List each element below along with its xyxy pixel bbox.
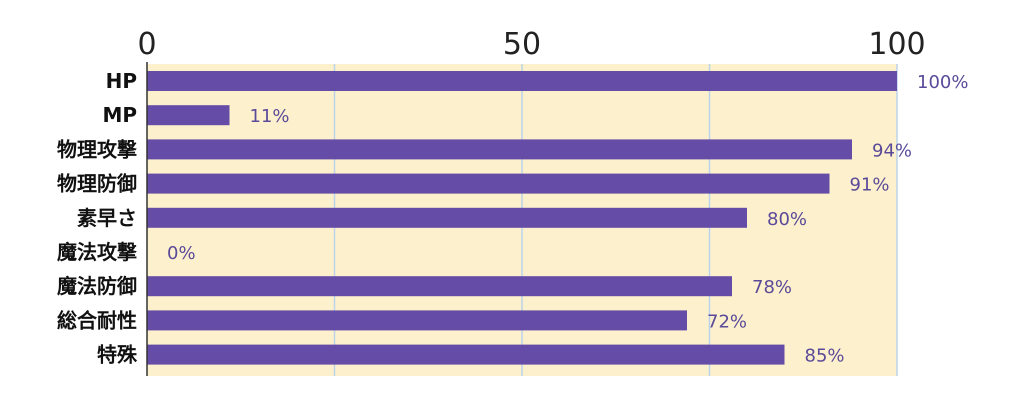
- data-label: 94%: [872, 140, 912, 161]
- category-label: 素早さ: [77, 206, 137, 230]
- bar: [147, 139, 852, 160]
- data-label: 78%: [752, 277, 792, 298]
- data-label: 0%: [167, 243, 196, 264]
- data-label: 91%: [850, 175, 890, 196]
- bar: [147, 173, 830, 194]
- bar: [147, 105, 230, 126]
- data-label: 85%: [805, 346, 845, 367]
- bar: [147, 310, 687, 331]
- category-label: 総合耐性: [57, 308, 137, 332]
- bar: [147, 344, 785, 365]
- x-tick-label: 0: [137, 27, 156, 62]
- data-label: 11%: [250, 106, 290, 127]
- bar: [147, 276, 732, 297]
- data-label: 100%: [917, 72, 968, 93]
- data-labels: 100% 11% 94% 91% 80% 0% 78%72% 85%: [167, 72, 968, 367]
- category-label: MP: [102, 103, 137, 127]
- data-label: 80%: [767, 209, 807, 230]
- category-label: 魔法攻撃: [57, 240, 137, 264]
- data-label: 72%: [707, 311, 747, 332]
- category-label: 物理防御: [57, 172, 137, 196]
- bars: [147, 71, 897, 365]
- bar: [147, 207, 747, 228]
- category-label: 魔法防御: [57, 274, 137, 298]
- category-label: 物理攻撃: [57, 137, 137, 161]
- category-label: 特殊: [97, 343, 138, 367]
- x-tick-label: 100: [868, 27, 925, 62]
- x-axis-ticks: 0 50 100: [137, 27, 925, 62]
- category-label: HP: [106, 69, 137, 93]
- x-tick-label: 50: [503, 27, 541, 62]
- bar: [147, 71, 897, 91]
